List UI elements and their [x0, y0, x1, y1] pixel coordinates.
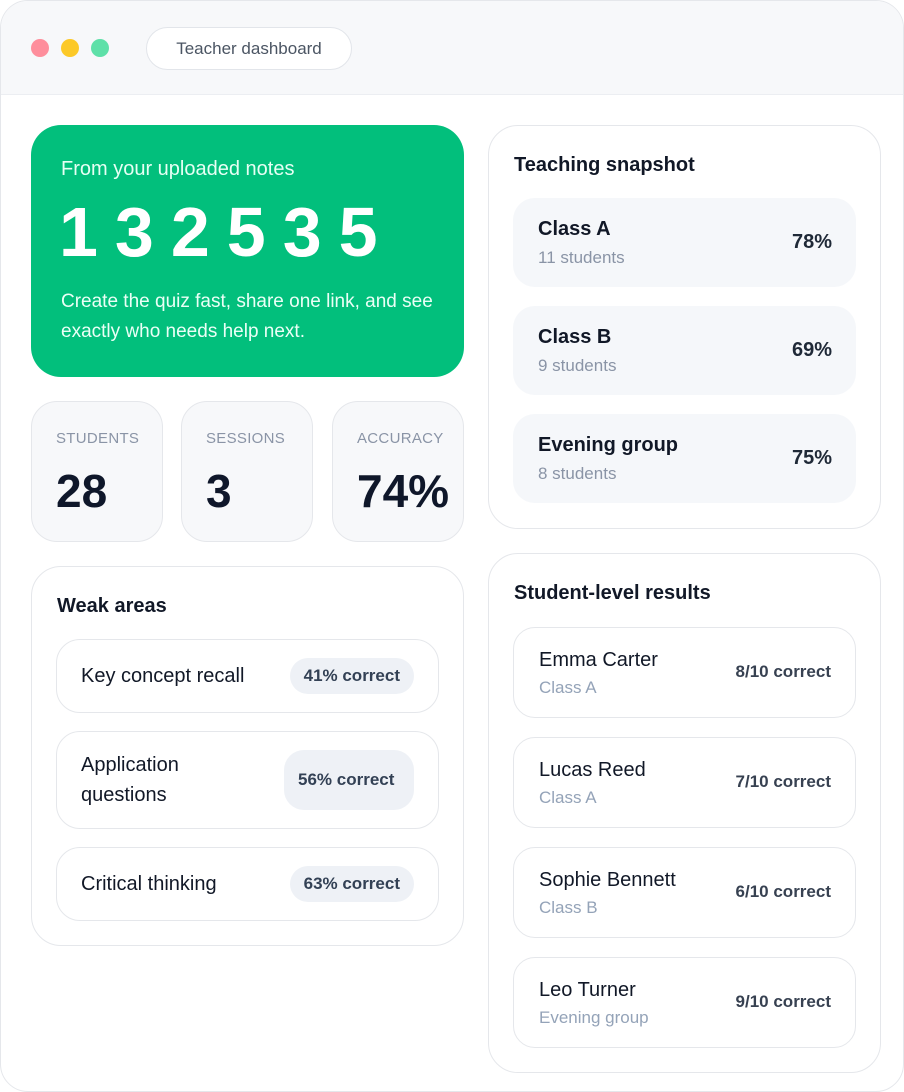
class-row: Evening group 8 students 75%: [513, 414, 856, 503]
stat-card: STUDENTS 28: [31, 401, 163, 542]
weak-area-label: Key concept recall: [81, 665, 245, 687]
student-name: Lucas Reed: [539, 759, 646, 781]
weak-area-row: Key concept recall 41% correct: [56, 639, 439, 713]
weak-area-label: Critical thinking: [81, 873, 217, 895]
class-name: Evening group: [538, 434, 678, 456]
weak-area-label: Application questions: [81, 754, 179, 806]
student-row: Sophie Bennett Class B 6/10 correct: [513, 847, 856, 938]
class-score: 69%: [791, 339, 832, 361]
class-name: Class B: [538, 326, 612, 348]
student-class: Class B: [539, 898, 598, 917]
student-score: 7/10 correct: [735, 772, 831, 791]
class-students: 8 students: [538, 464, 617, 483]
stat-card: ACCURACY 74%: [332, 401, 464, 542]
student-name: Sophie Bennett: [539, 869, 676, 891]
card-title: Student-level results: [514, 582, 711, 604]
class-score: 75%: [791, 447, 832, 469]
stat-value: 28: [56, 465, 108, 517]
student-row: Emma Carter Class A 8/10 correct: [513, 627, 856, 718]
hero-card: From your uploaded notes 132535 Create t…: [31, 125, 464, 377]
class-row: Class B 9 students 69%: [513, 306, 856, 395]
stat-card: SESSIONS 3: [181, 401, 313, 542]
student-class: Class A: [539, 788, 597, 807]
student-name: Leo Turner: [539, 979, 636, 1001]
stat-label: STUDENTS: [56, 430, 140, 447]
stat-value: 3: [206, 465, 232, 517]
student-name: Emma Carter: [539, 649, 658, 671]
student-row: Leo Turner Evening group 9/10 correct: [513, 957, 856, 1048]
stat-value: 74%: [357, 465, 450, 517]
weak-area-row: Critical thinking 63% correct: [56, 847, 439, 921]
student-score: 9/10 correct: [735, 992, 831, 1011]
hero-eyebrow: From your uploaded notes: [61, 158, 295, 180]
student-score: 8/10 correct: [735, 662, 831, 681]
class-score: 78%: [791, 231, 832, 253]
student-class: Evening group: [539, 1008, 649, 1027]
score-badge: 56% correct: [284, 750, 414, 810]
student-class: Class A: [539, 678, 597, 697]
stat-label: SESSIONS: [206, 430, 286, 447]
quiz-code: 132535: [59, 193, 395, 271]
stat-label: ACCURACY: [357, 430, 444, 447]
score-badge: 41% correct: [289, 658, 414, 694]
student-row: Lucas Reed Class A 7/10 correct: [513, 737, 856, 828]
hero-description: Create the quiz fast, share one link, an…: [61, 291, 433, 342]
student-score: 6/10 correct: [735, 882, 831, 901]
class-students: 11 students: [538, 248, 625, 267]
title-bar: Teacher dashboard: [1, 1, 903, 95]
maximize-button[interactable]: [91, 39, 109, 57]
class-name: Class A: [538, 218, 611, 240]
score-badge: 63% correct: [289, 866, 414, 902]
minimize-button[interactable]: [61, 39, 79, 57]
window-title: Teacher dashboard: [146, 27, 352, 70]
close-button[interactable]: [31, 39, 49, 57]
class-students: 9 students: [538, 356, 617, 375]
weak-area-row: Application questions 56% correct: [56, 731, 439, 829]
class-row: Class A 11 students 78%: [513, 198, 856, 287]
card-title: Weak areas: [57, 595, 167, 617]
card-title: Teaching snapshot: [514, 154, 695, 176]
